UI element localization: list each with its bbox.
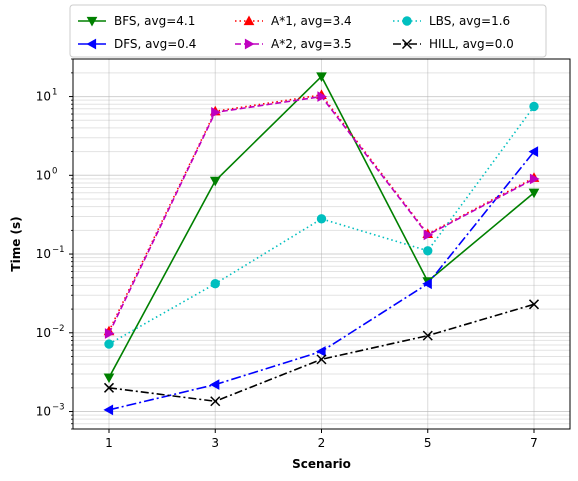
legend-label: LBS, avg=1.6 (429, 14, 510, 28)
data-point (211, 177, 220, 185)
x-tick-label: 3 (211, 436, 219, 450)
y-tick-exponent: −3 (52, 403, 65, 413)
x-tick-label: 1 (105, 436, 113, 450)
data-point (211, 280, 219, 288)
legend-label: HILL, avg=0.0 (429, 37, 514, 51)
y-tick-label: 10 (36, 405, 51, 419)
data-point (424, 247, 432, 255)
data-point (105, 374, 114, 382)
legend: BFS, avg=4.1 DFS, avg=0.4 A*1, avg=3.4 A*2,… (70, 5, 546, 57)
grid-lines (73, 59, 570, 429)
legend-marker (403, 17, 411, 25)
legend-label: A*1, avg=3.4 (271, 14, 352, 28)
y-tick-exponent: −1 (52, 245, 65, 255)
x-tick-label: 2 (318, 436, 326, 450)
legend-label: A*2, avg=3.5 (271, 37, 352, 51)
y-tick-label: 10 (36, 326, 51, 340)
y-axis-label: Time (s) (9, 216, 23, 271)
data-point (530, 102, 538, 110)
x-tick-label: 7 (530, 436, 538, 450)
x-axis-label: Scenario (292, 457, 351, 471)
y-tick-label: 10 (36, 247, 51, 261)
y-tick-exponent: 1 (52, 88, 57, 98)
legend-entry: DFS, avg=0.4 (78, 37, 196, 51)
data-point (105, 340, 113, 348)
legend-label: BFS, avg=4.1 (114, 14, 195, 28)
legend-label: DFS, avg=0.4 (114, 37, 196, 51)
x-tick-label: 5 (424, 436, 432, 450)
data-point (317, 215, 325, 223)
y-tick-label: 10 (36, 168, 51, 182)
y-tick-label: 10 (36, 90, 51, 104)
y-tick-exponent: 0 (52, 166, 57, 176)
y-tick-exponent: −2 (52, 324, 65, 334)
